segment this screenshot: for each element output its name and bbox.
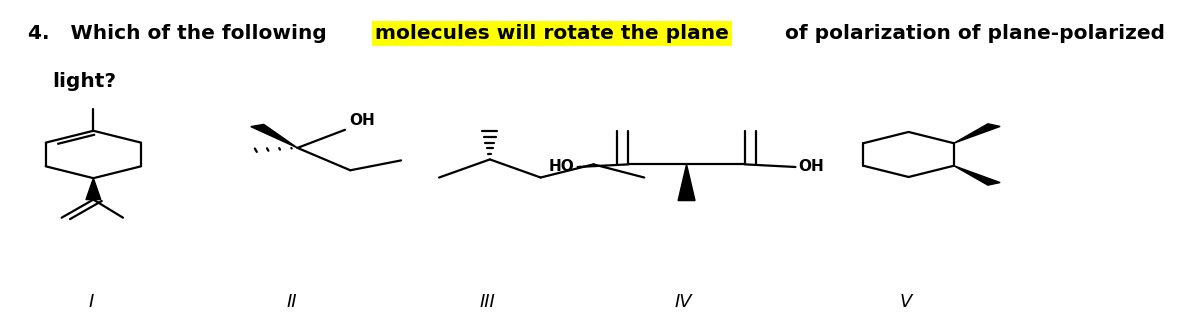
Text: light?: light? xyxy=(52,72,116,91)
Text: 4.   Which of the following: 4. Which of the following xyxy=(28,25,334,43)
Text: V: V xyxy=(899,293,912,311)
Text: OH: OH xyxy=(349,113,376,128)
Text: OH: OH xyxy=(799,159,824,175)
Text: of polarization of plane-polarized: of polarization of plane-polarized xyxy=(778,25,1165,43)
Polygon shape xyxy=(954,166,1000,185)
Polygon shape xyxy=(954,124,1000,143)
Polygon shape xyxy=(86,178,101,200)
Polygon shape xyxy=(251,124,298,148)
Text: I: I xyxy=(89,293,94,311)
Text: HO: HO xyxy=(548,159,575,175)
Text: II: II xyxy=(287,293,298,311)
Text: molecules will rotate the plane: molecules will rotate the plane xyxy=(376,25,730,43)
Text: III: III xyxy=(480,293,496,311)
Text: IV: IV xyxy=(674,293,692,311)
Polygon shape xyxy=(678,164,695,201)
